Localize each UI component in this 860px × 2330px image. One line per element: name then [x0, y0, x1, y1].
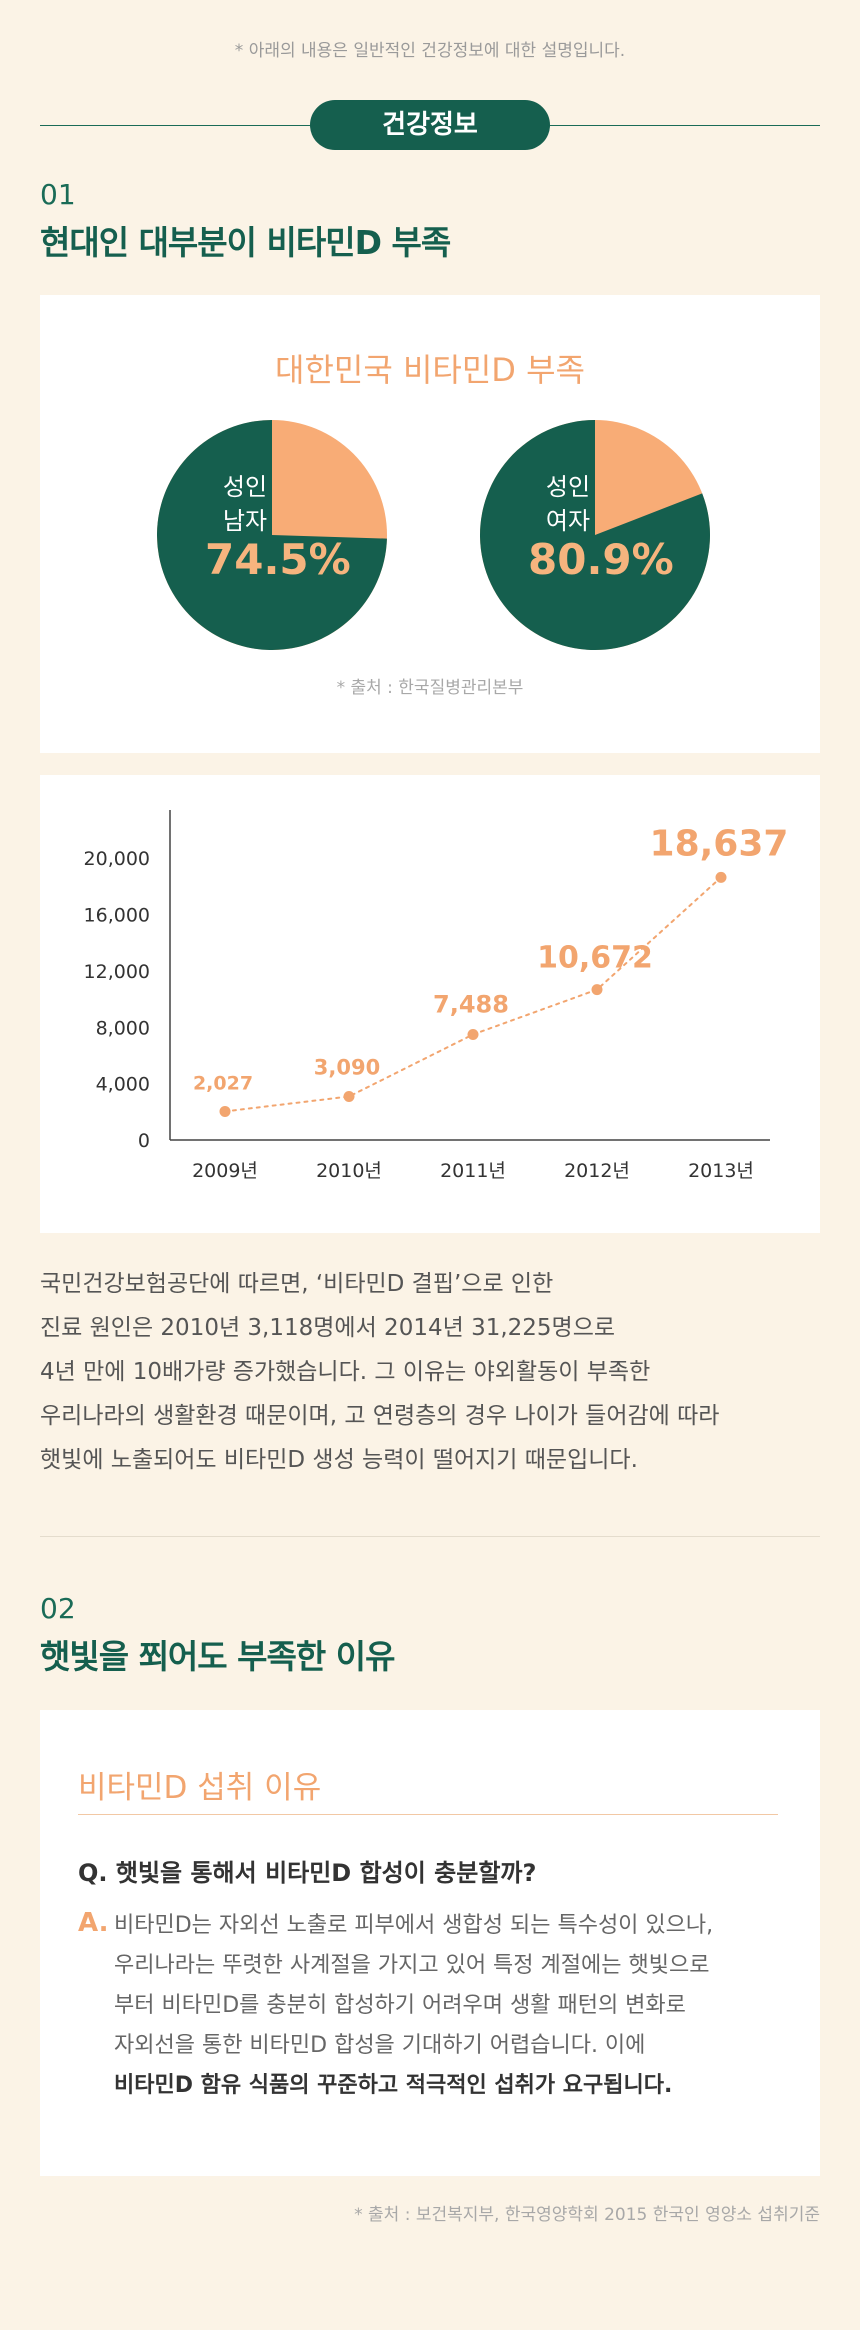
data-point [591, 984, 603, 996]
paragraph-line: 햇빛에 노출되어도 비타민D 생성 능력이 떨어지기 때문입니다. [40, 1447, 638, 1473]
y-tick-label: 12,000 [84, 961, 150, 983]
pie-source: * 출처 : 한국질병관리본부 [336, 678, 524, 698]
footer-source: * 출처 : 보건복지부, 한국영양학회 2015 한국인 영양소 섭취기준 [354, 2205, 820, 2225]
section2-title: 햇빛을 쬐어도 부족한 이유 [40, 1637, 395, 1676]
x-tick-label: 2013년 [688, 1160, 754, 1182]
pie-men-label-line1: 성인 [222, 473, 268, 501]
pie-men-percent: 74.5% [205, 535, 351, 584]
pie-chart-men [157, 420, 387, 650]
y-tick-label: 16,000 [84, 905, 150, 927]
data-label: 3,090 [314, 1055, 380, 1079]
qa-answer-mark: A. [78, 1908, 109, 1938]
qa-title-underline [78, 1814, 778, 1815]
pie-women-label: 성인 여자 [518, 470, 618, 538]
pie-women-label-line2: 여자 [545, 507, 591, 535]
pie-men-label-line2: 남자 [222, 507, 268, 535]
pie-men-label: 성인 남자 [195, 470, 295, 538]
data-label: 7,488 [433, 990, 509, 1018]
disclaimer-text: * 아래의 내용은 일반적인 건강정보에 대한 설명입니다. [234, 41, 626, 61]
qa-card: 비타민D 섭취 이유 Q. 햇빛을 통해서 비타민D 합성이 충분할까? A. … [40, 1710, 820, 2176]
paragraph-line: 4년 만에 10배가량 증가했습니다. 그 이유는 야외활동이 부족한 [40, 1359, 651, 1385]
qa-answer-emphasis: 비타민D 함유 식품의 꾸준하고 적극적인 섭취가 요구됩니다. [114, 2073, 673, 2098]
body-paragraph: 국민건강보험공단에 따르면, ‘비타민D 결핍’으로 인한 진료 원인은 201… [40, 1262, 830, 1482]
section2-number: 02 [40, 1592, 76, 1625]
y-tick-label: 0 [138, 1130, 150, 1152]
line-chart-card: 0 4,000 8,000 12,000 16,000 20,000 2009년 2010년 2… [40, 775, 820, 1233]
pie-card-title: 대한민국 비타민D 부족 [275, 351, 585, 389]
qa-question: Q. 햇빛을 통해서 비타민D 합성이 충분할까? [78, 1859, 537, 1887]
data-point [219, 1105, 231, 1117]
data-point [343, 1090, 355, 1102]
data-point [715, 871, 727, 883]
qa-answer-line: 우리나라는 뚜렷한 사계절을 가지고 있어 특정 계절에는 햇빛으로 [114, 1953, 710, 1978]
data-label: 10,672 [537, 941, 653, 976]
paragraph-line: 국민건강보험공단에 따르면, ‘비타민D 결핍’으로 인한 [40, 1271, 554, 1297]
header-divider-left [40, 125, 310, 126]
y-tick-label: 4,000 [96, 1074, 150, 1096]
y-tick-label: 8,000 [96, 1017, 150, 1039]
x-tick-label: 2012년 [564, 1160, 630, 1182]
qa-answer: 비타민D는 자외선 노출로 피부에서 생합성 되는 특수성이 있으나, 우리나라… [114, 1906, 794, 2106]
section1-title: 현대인 대부분이 비타민D 부족 [40, 223, 451, 262]
x-tick-label: 2010년 [316, 1160, 382, 1182]
y-tick-label: 20,000 [84, 848, 150, 870]
qa-answer-line: 자외선을 통한 비타민D 합성을 기대하기 어렵습니다. 이에 [114, 2033, 646, 2058]
qa-answer-line: 부터 비타민D를 충분히 합성하기 어려우며 생활 패턴의 변화로 [114, 1993, 686, 2018]
data-label: 2,027 [193, 1072, 253, 1094]
x-tick-label: 2009년 [192, 1160, 258, 1182]
pie-women-percent: 80.9% [528, 535, 674, 584]
data-label: 18,637 [650, 823, 789, 864]
x-tick-label: 2011년 [440, 1160, 506, 1182]
line-chart: 0 4,000 8,000 12,000 16,000 20,000 2009년 2010년 2… [84, 810, 789, 1182]
section1-number: 01 [40, 178, 76, 211]
qa-title: 비타민D 섭취 이유 [78, 1770, 322, 1806]
paragraph-line: 진료 원인은 2010년 3,118명에서 2014년 31,225명으로 [40, 1315, 616, 1341]
paragraph-line: 우리나라의 생활환경 때문이며, 고 연령층의 경우 나이가 들어감에 따라 [40, 1403, 720, 1429]
data-point [467, 1028, 479, 1040]
pie-card: 대한민국 비타민D 부족 성인 남자 74.5% 성인 여자 80.9% * 출… [40, 295, 820, 753]
pie-women-label-line1: 성인 [545, 473, 591, 501]
pie-women-slice [480, 420, 710, 650]
header-divider-right [550, 125, 820, 126]
qa-answer-line: 비타민D는 자외선 노출로 피부에서 생합성 되는 특수성이 있으나, [114, 1913, 714, 1938]
section-divider [40, 1536, 820, 1537]
pie-chart-women [480, 420, 710, 650]
pie-men-slice [157, 420, 387, 650]
health-info-badge: 건강정보 [310, 100, 550, 150]
